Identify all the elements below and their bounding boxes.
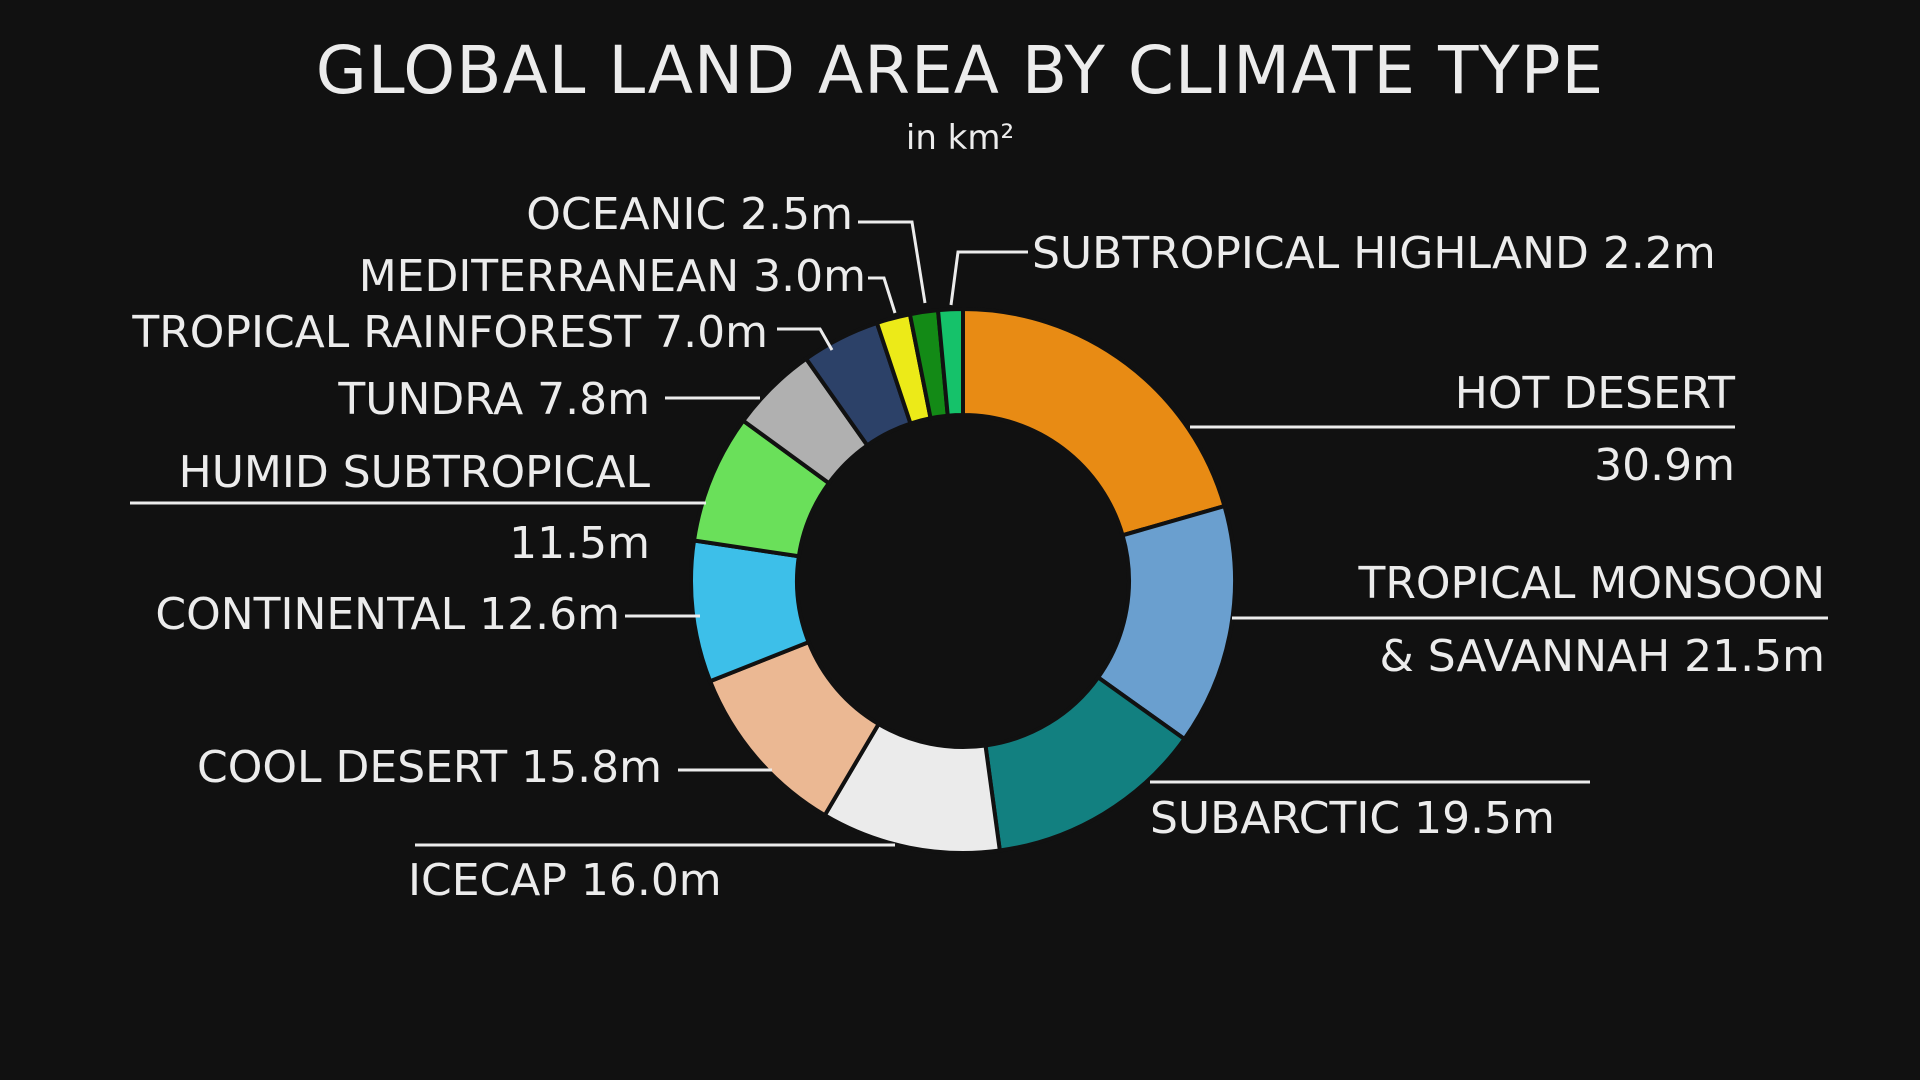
chart-subtitle: in km²	[905, 118, 1015, 158]
donut-slices	[689, 306, 1237, 855]
label-hot-desert-value: 30.9m	[1594, 440, 1735, 491]
label-tropical-monsoon-line2: & SAVANNAH 21.5m	[1379, 631, 1825, 682]
leader-mediterranean	[868, 276, 897, 314]
leader-lines	[130, 220, 1828, 847]
label-cool-desert: COOL DESERT 15.8m	[197, 742, 662, 793]
label-subtropical-highland: SUBTROPICAL HIGHLAND 2.2m	[1032, 228, 1716, 279]
label-mediterranean: MEDITERRANEAN 3.0m	[359, 251, 866, 302]
slice-subtropical-highland	[935, 306, 965, 418]
leader-oceanic	[858, 220, 927, 304]
label-oceanic: OCEANIC 2.5m	[526, 189, 853, 240]
label-tropical-monsoon-line1: TROPICAL MONSOON	[1357, 558, 1825, 609]
label-subarctic: SUBARCTIC 19.5m	[1150, 793, 1555, 844]
label-hot-desert-name: HOT DESERT	[1455, 368, 1735, 419]
label-tropical-rainforest: TROPICAL RAINFOREST 7.0m	[131, 307, 768, 358]
label-humid-subtropical-value: 11.5m	[509, 518, 650, 569]
label-icecap: ICECAP 16.0m	[408, 855, 722, 906]
label-tundra: TUNDRA 7.8m	[337, 374, 650, 425]
label-continental: CONTINENTAL 12.6m	[155, 589, 620, 640]
slice-hot-desert	[961, 306, 1227, 538]
chart-title: GLOBAL LAND AREA BY CLIMATE TYPE	[315, 32, 1605, 109]
label-humid-subtropical-name: HUMID SUBTROPICAL	[179, 447, 651, 498]
leader-subtropical-highland	[949, 250, 1028, 306]
leader-tropical-rainforest	[777, 327, 834, 351]
